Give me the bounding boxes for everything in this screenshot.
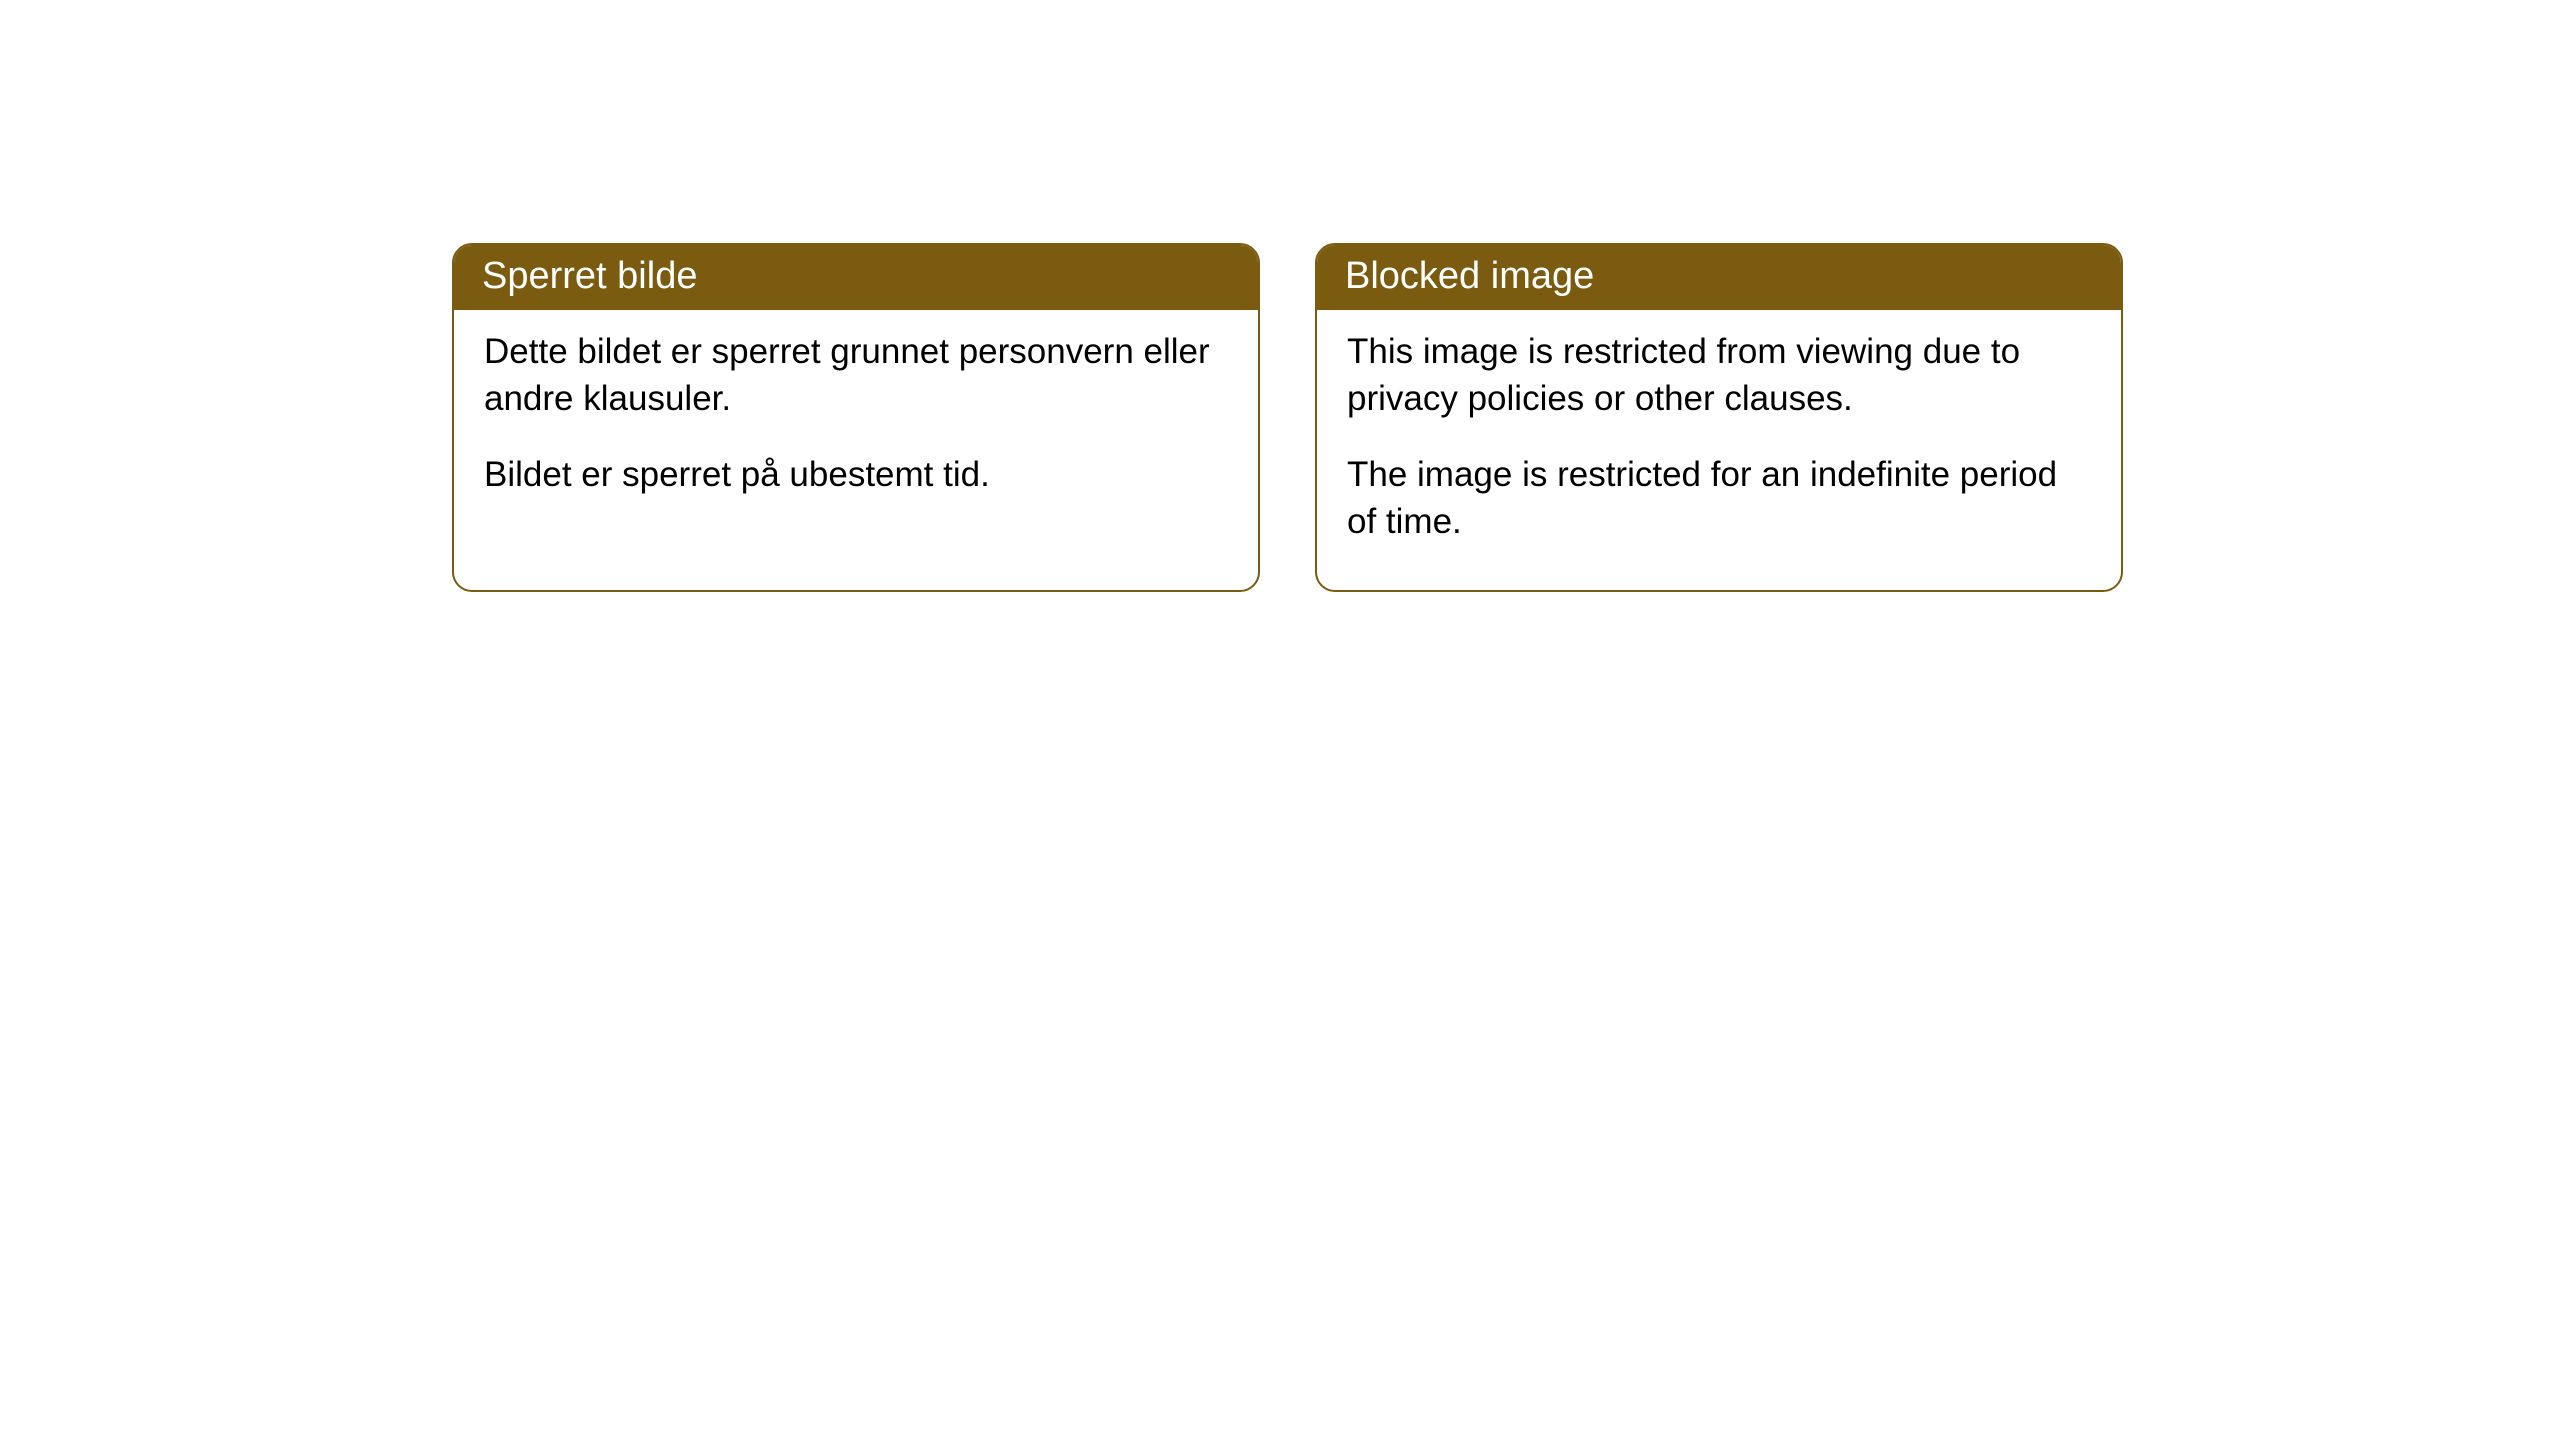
notice-card-english: Blocked image This image is restricted f… xyxy=(1315,243,2123,592)
card-body: Dette bildet er sperret grunnet personve… xyxy=(454,310,1258,543)
card-paragraph: Dette bildet er sperret grunnet personve… xyxy=(484,328,1228,423)
card-paragraph: The image is restricted for an indefinit… xyxy=(1347,451,2091,546)
notice-card-norwegian: Sperret bilde Dette bildet er sperret gr… xyxy=(452,243,1260,592)
card-title: Sperret bilde xyxy=(454,245,1258,310)
card-title: Blocked image xyxy=(1317,245,2121,310)
card-paragraph: This image is restricted from viewing du… xyxy=(1347,328,2091,423)
card-paragraph: Bildet er sperret på ubestemt tid. xyxy=(484,451,1228,498)
card-body: This image is restricted from viewing du… xyxy=(1317,310,2121,590)
notice-cards-container: Sperret bilde Dette bildet er sperret gr… xyxy=(452,243,2123,592)
